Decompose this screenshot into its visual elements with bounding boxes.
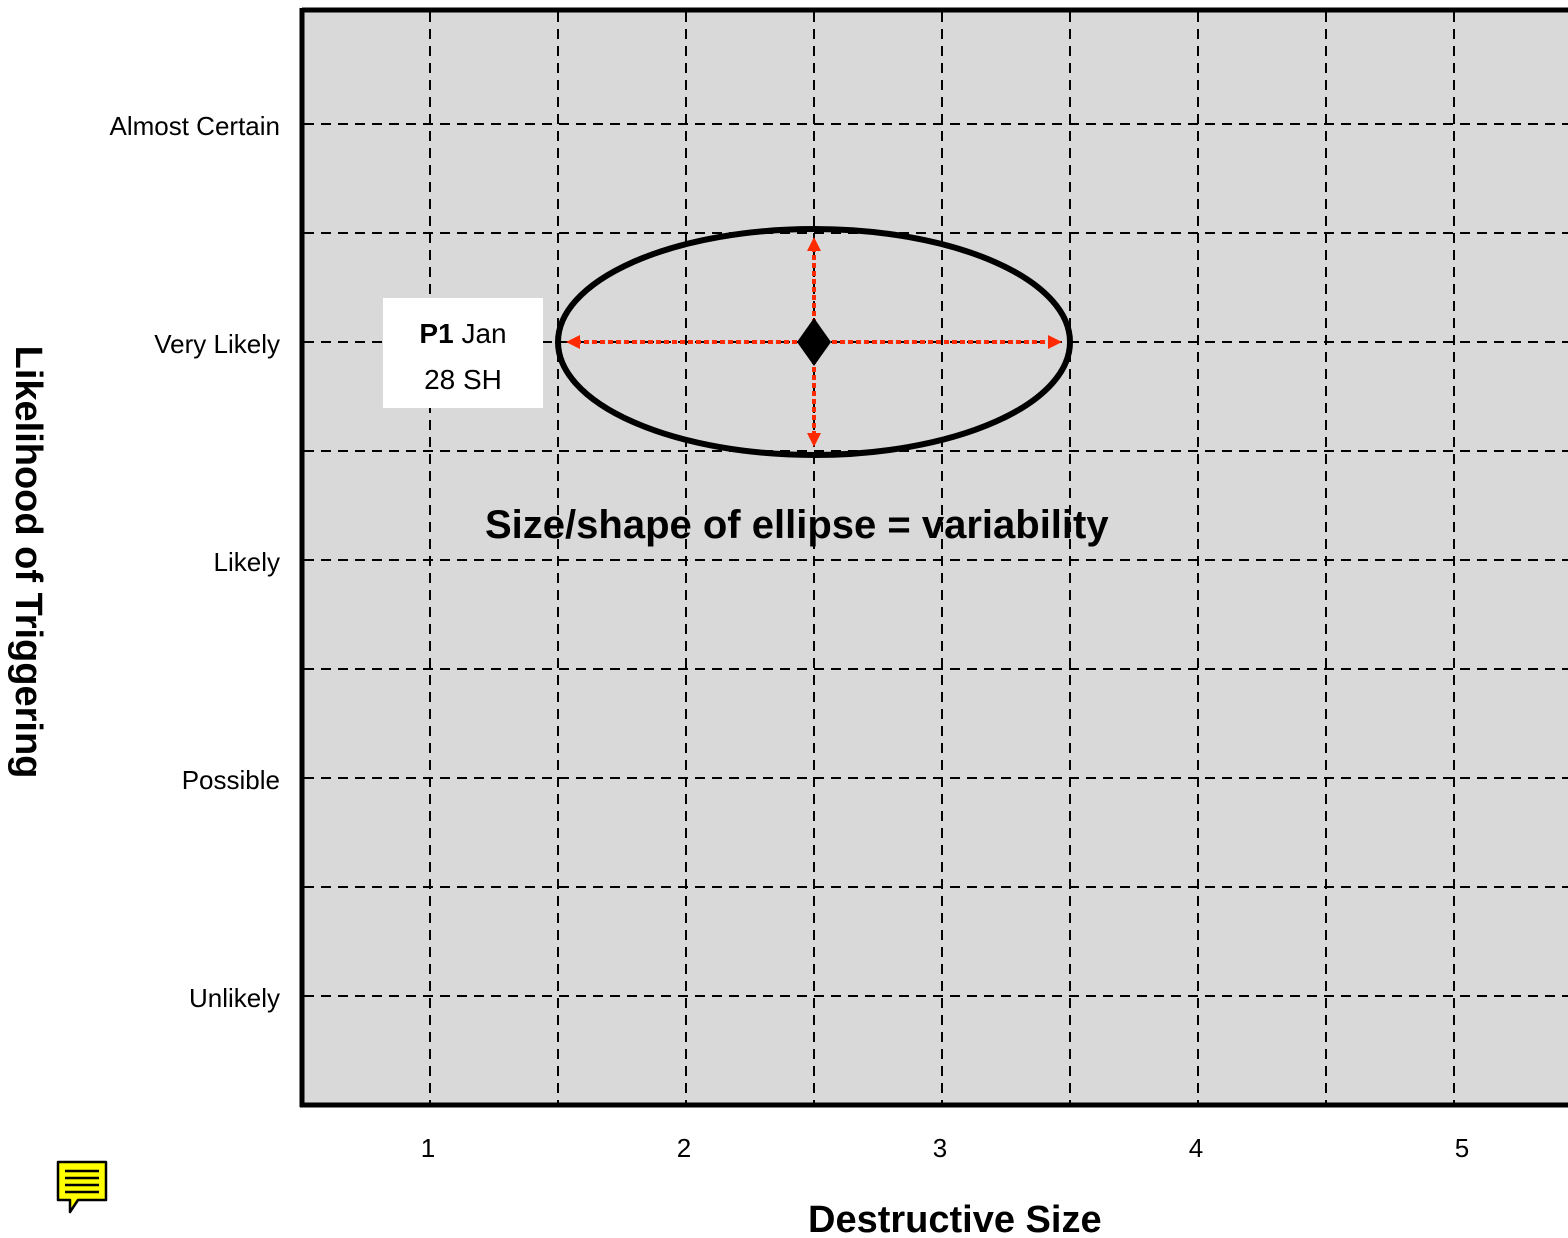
note-icon[interactable] <box>56 1160 108 1214</box>
y-tick-label: Possible <box>182 765 280 795</box>
point-label-month: Jan <box>461 318 506 349</box>
y-tick-labels: Unlikely Possible Likely Very Likely Almost … <box>110 111 281 1013</box>
point-label-id: P1 <box>419 318 461 349</box>
x-tick-label: 4 <box>1189 1133 1203 1163</box>
y-tick-label: Almost Certain <box>110 111 281 141</box>
point-label-line2: 28 SH <box>424 364 502 395</box>
x-tick-labels: 1 2 3 4 5 <box>421 1133 1469 1163</box>
x-tick-label: 3 <box>933 1133 947 1163</box>
plot-background <box>302 10 1568 1105</box>
y-axis-title: Likelihood of Triggering <box>7 346 49 779</box>
x-tick-label: 2 <box>677 1133 691 1163</box>
y-tick-label: Unlikely <box>189 983 280 1013</box>
x-tick-label: 1 <box>421 1133 435 1163</box>
x-tick-label: 5 <box>1455 1133 1469 1163</box>
annotation-text: Size/shape of ellipse = variability <box>485 503 1109 547</box>
y-tick-label: Very Likely <box>154 329 280 359</box>
point-label-line1: P1 Jan <box>419 318 506 349</box>
x-axis-title: Destructive Size <box>808 1199 1102 1238</box>
y-tick-label: Likely <box>214 547 280 577</box>
